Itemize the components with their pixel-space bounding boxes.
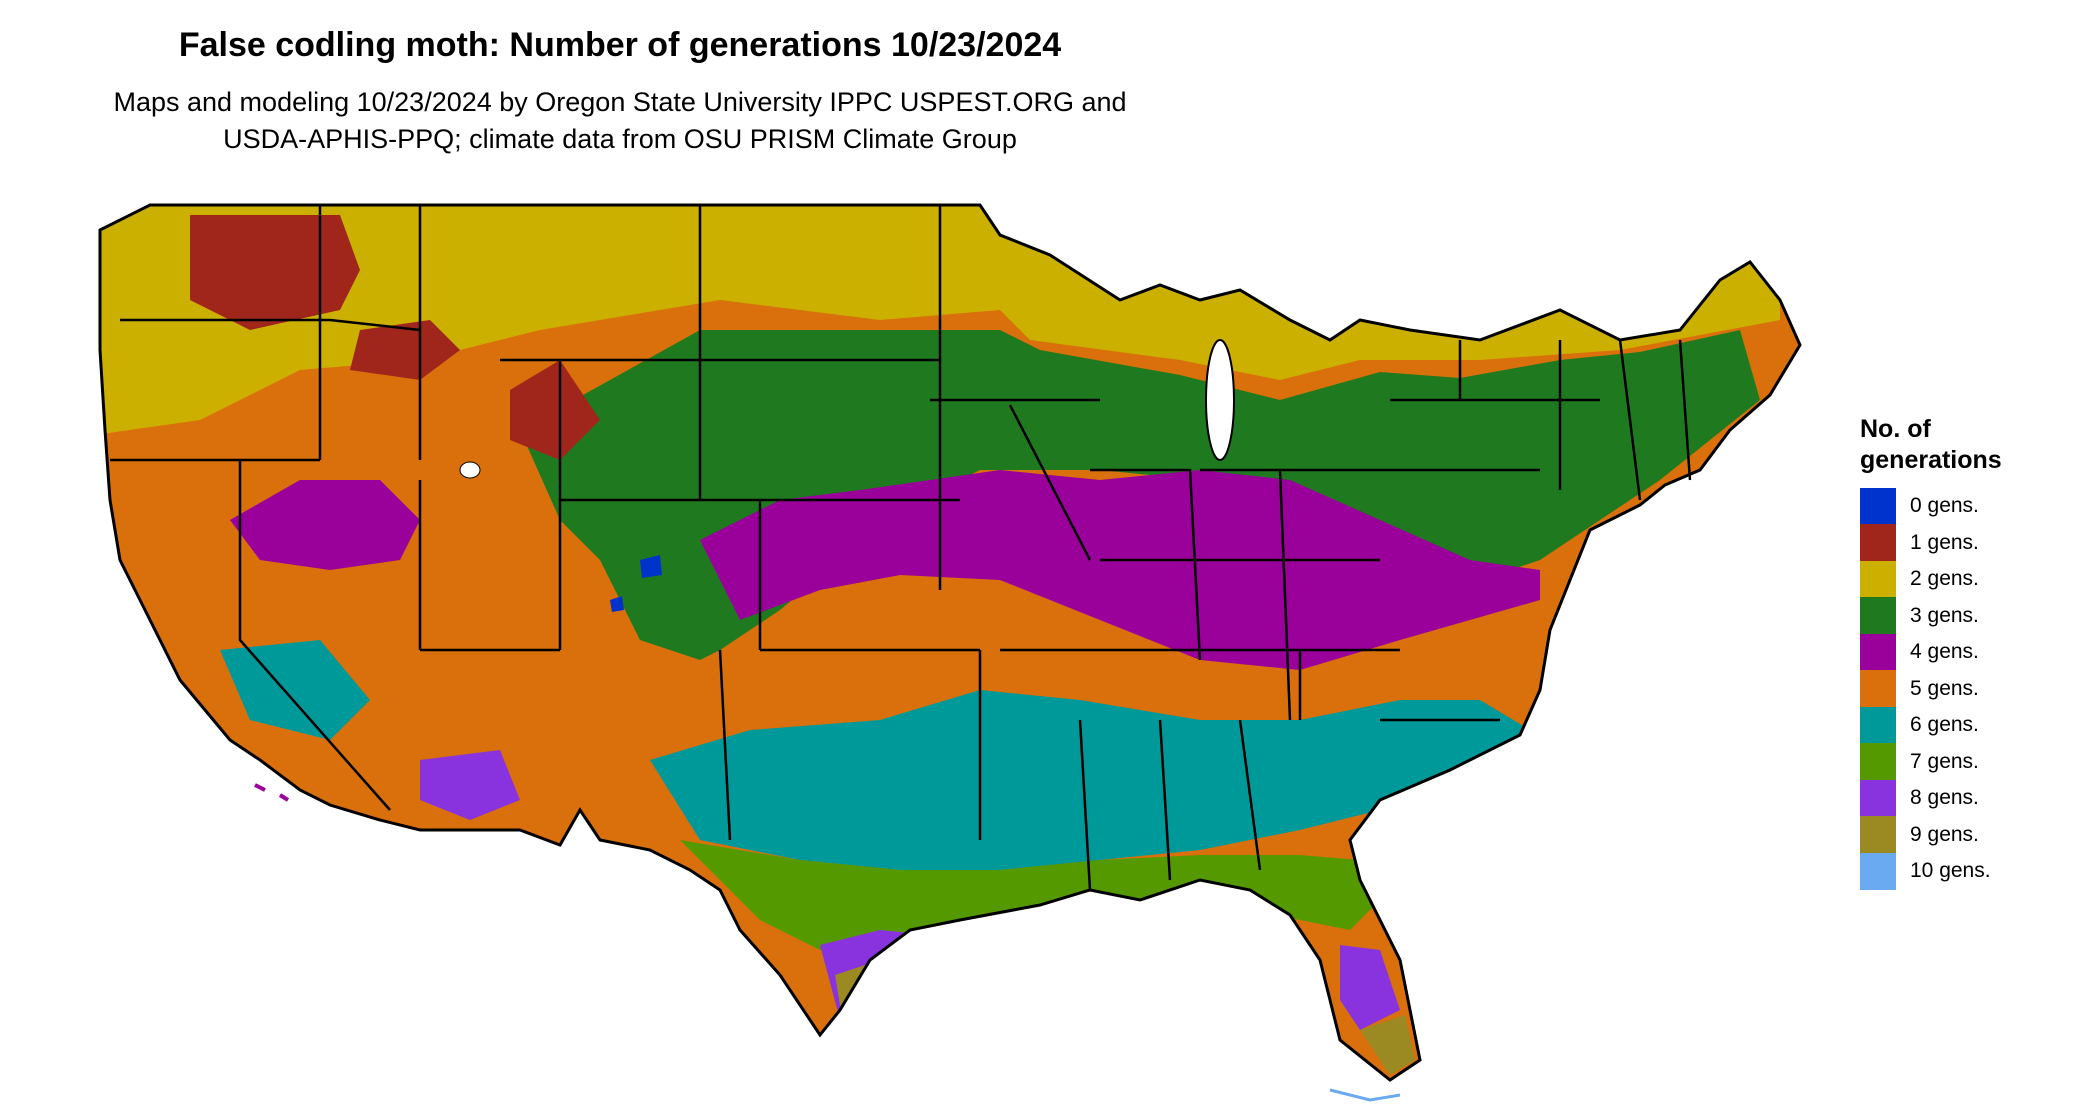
- legend-swatch: [1860, 597, 1896, 635]
- legend-item: 2 gens.: [1860, 560, 2002, 598]
- legend-swatch: [1860, 852, 1896, 890]
- legend-items: 0 gens. 1 gens. 2 gens. 3 gens. 4 gens. 5 gen…: [1860, 487, 2002, 890]
- region-1-gens: [190, 215, 600, 460]
- us-generations-map: [98, 203, 1802, 1102]
- us-outline: [98, 203, 1802, 1082]
- legend-label: 9 gens.: [1910, 822, 1979, 846]
- subtitle-line-1: Maps and modeling 10/23/2024 by Oregon S…: [113, 87, 1127, 117]
- legend-label: 7 gens.: [1910, 749, 1979, 773]
- map-title: False codling moth: Number of generation…: [178, 26, 1062, 64]
- legend-swatch: [1860, 816, 1896, 854]
- region-7-gens: [680, 840, 1380, 960]
- legend-swatch: [1860, 706, 1896, 744]
- lake-michigan: [1205, 339, 1235, 461]
- legend-label: 3 gens.: [1910, 603, 1979, 627]
- legend-item: 10 gens.: [1860, 852, 2002, 890]
- legend-label: 1 gens.: [1910, 530, 1979, 554]
- legend-item: 9 gens.: [1860, 816, 2002, 854]
- legend-title-line-2: generations: [1860, 446, 2002, 474]
- legend-title-line-1: No. of: [1860, 415, 1931, 443]
- legend-item: 5 gens.: [1860, 670, 2002, 708]
- florida-keys: [1329, 1088, 1401, 1102]
- legend-label: 5 gens.: [1910, 676, 1979, 700]
- legend-item: 1 gens.: [1860, 524, 2002, 562]
- legend-label: 2 gens.: [1910, 567, 1979, 591]
- legend-item: 7 gens.: [1860, 743, 2002, 781]
- region-3-gens: [520, 330, 1760, 660]
- state-borders: [110, 205, 1692, 891]
- legend-item: 0 gens.: [1860, 487, 2002, 525]
- legend-item: 4 gens.: [1860, 633, 2002, 671]
- legend-swatch: [1860, 670, 1896, 708]
- subtitle-line-2: USDA-APHIS-PPQ; climate data from OSU PR…: [223, 124, 1017, 154]
- legend-swatch: [1860, 487, 1896, 525]
- region-4-gens: [230, 470, 1540, 670]
- legend-swatch: [1860, 560, 1896, 598]
- legend-label: 0 gens.: [1910, 494, 1979, 518]
- map-subtitle: Maps and modeling 10/23/2024 by Oregon S…: [0, 84, 1240, 158]
- legend-label: 10 gens.: [1910, 859, 1991, 883]
- legend-swatch: [1860, 779, 1896, 817]
- legend-item: 6 gens.: [1860, 706, 2002, 744]
- legend-swatch: [1860, 524, 1896, 562]
- great-salt-lake: [459, 461, 481, 479]
- region-6-gens: [220, 640, 1530, 870]
- legend-title: No. of generations: [1860, 414, 2002, 476]
- legend-swatch: [1860, 743, 1896, 781]
- channel-islands: [254, 783, 290, 802]
- legend-label: 8 gens.: [1910, 786, 1979, 810]
- legend-label: 6 gens.: [1910, 713, 1979, 737]
- legend-swatch: [1860, 633, 1896, 671]
- legend-item: 3 gens.: [1860, 597, 2002, 635]
- legend-label: 4 gens.: [1910, 640, 1979, 664]
- region-0-gens: [610, 555, 662, 612]
- legend-item: 8 gens.: [1860, 779, 2002, 817]
- legend: No. of generations 0 gens. 1 gens. 2 gens.…: [1860, 414, 2002, 890]
